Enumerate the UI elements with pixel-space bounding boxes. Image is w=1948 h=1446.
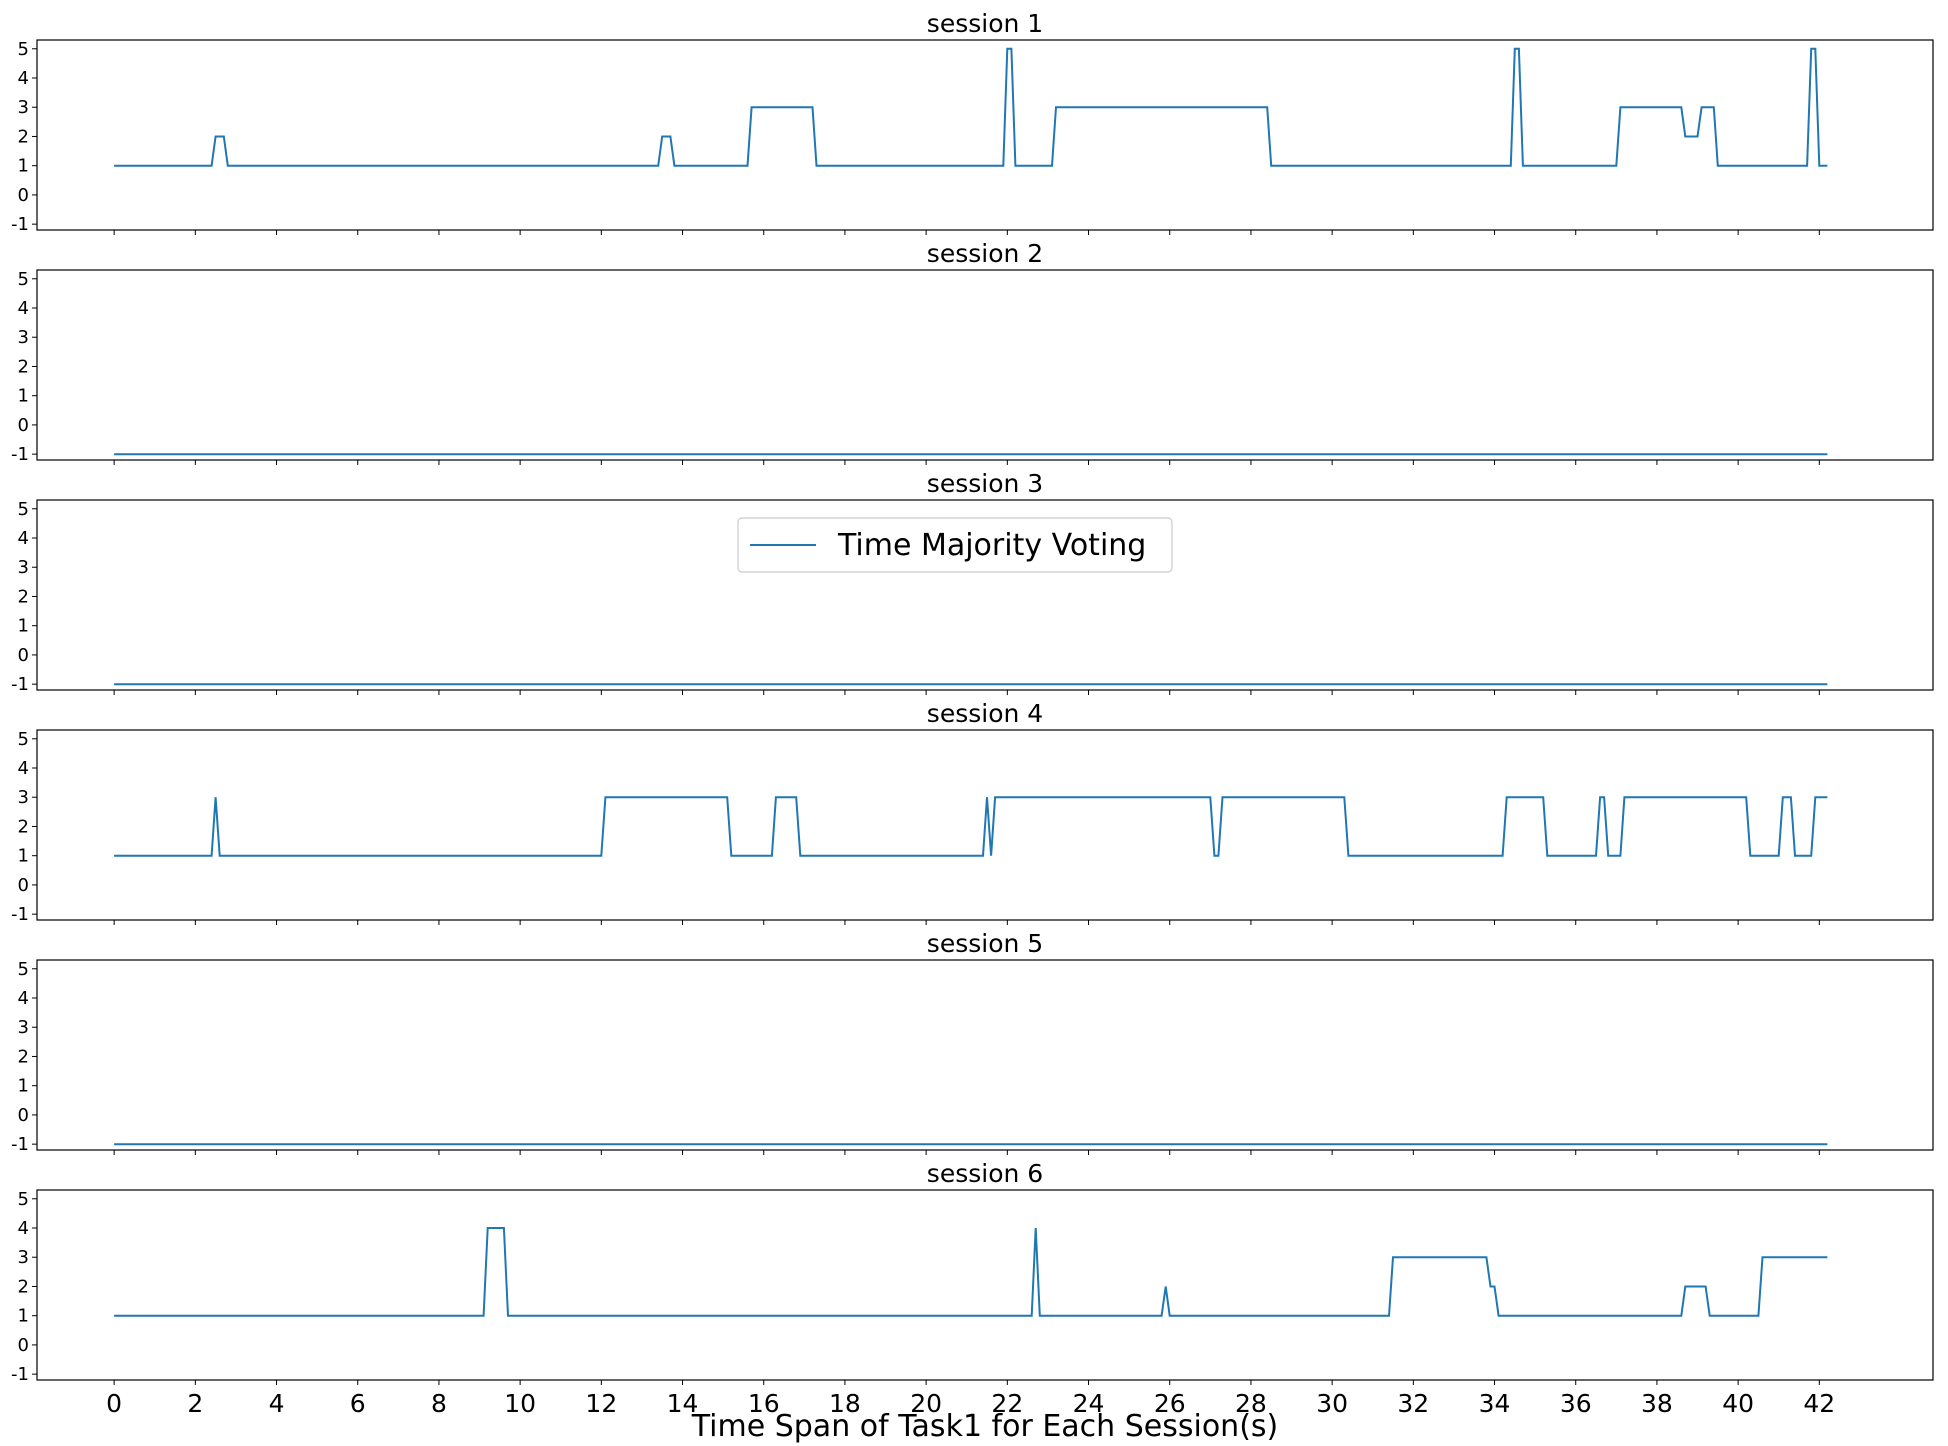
- x-tick-label: 42: [1803, 1389, 1835, 1418]
- y-tick-label: 0: [18, 185, 29, 206]
- y-tick-label: 4: [18, 298, 29, 319]
- y-tick-label: -1: [11, 444, 29, 465]
- y-tick-label: 1: [18, 156, 29, 177]
- y-tick-label: 4: [18, 988, 29, 1009]
- y-tick-label: 4: [18, 68, 29, 89]
- y-tick-label: 2: [18, 1046, 29, 1067]
- y-tick-label: 5: [18, 729, 29, 750]
- x-tick-label: 0: [106, 1389, 122, 1418]
- x-tick-label: 14: [667, 1389, 699, 1418]
- x-tick-label: 32: [1397, 1389, 1429, 1418]
- y-tick-label: 0: [18, 875, 29, 896]
- panel-title: session 4: [927, 699, 1043, 728]
- y-tick-label: -1: [11, 904, 29, 925]
- y-tick-label: -1: [11, 1134, 29, 1155]
- panel-session-4: session 4 -1 0 1 2 3 4 5: [11, 699, 1934, 925]
- panel-frame: [36, 499, 1934, 691]
- panel-title: session 3: [927, 469, 1043, 498]
- panel-frame: [36, 269, 1934, 461]
- x-tick-label: 28: [1235, 1389, 1267, 1418]
- series-line: [114, 47, 1828, 167]
- y-tick-label: 2: [18, 356, 29, 377]
- y-tick-label: 2: [18, 126, 29, 147]
- y-tick-label: 0: [18, 1335, 29, 1356]
- panel-title: session 6: [927, 1159, 1043, 1188]
- series-line: [114, 796, 1828, 857]
- legend-box: [737, 517, 1173, 573]
- legend: Time Majority Voting: [737, 517, 1173, 573]
- y-tick-label: 4: [18, 758, 29, 779]
- y-tick-label: 2: [18, 816, 29, 837]
- y-tick-label: 3: [18, 97, 29, 118]
- legend-label: Time Majority Voting: [837, 528, 1146, 563]
- x-tick-label: 4: [269, 1389, 285, 1418]
- y-tick-label: 2: [18, 586, 29, 607]
- x-axis-label: Time Span of Task1 for Each Session(s): [691, 1409, 1278, 1444]
- y-tick-label: 0: [18, 415, 29, 436]
- x-tick-label: 36: [1560, 1389, 1592, 1418]
- panel-frame: [36, 959, 1934, 1151]
- x-tick-label: 18: [829, 1389, 861, 1418]
- x-tick-label: 30: [1316, 1389, 1348, 1418]
- y-tick-label: 1: [18, 846, 29, 867]
- x-tick-label: 10: [504, 1389, 536, 1418]
- y-tick-label: -1: [11, 214, 29, 235]
- y-tick-label: 1: [18, 386, 29, 407]
- y-tick-label: 3: [18, 1247, 29, 1268]
- y-tick-label: 4: [18, 1218, 29, 1239]
- x-tick-label: 24: [1073, 1389, 1105, 1418]
- x-tick-label: 34: [1479, 1389, 1511, 1418]
- series-line: [114, 1227, 1828, 1317]
- panel-session-1: session 1 -1 0 1 2 3 4 5: [11, 9, 1934, 235]
- x-tick-label: 20: [910, 1389, 942, 1418]
- x-tick-label: 12: [585, 1389, 617, 1418]
- y-tick-label: 5: [18, 959, 29, 980]
- y-tick-label: 1: [18, 1306, 29, 1327]
- y-tick-label: -1: [11, 1364, 29, 1385]
- panel-session-2: session 2 -1 0 1 2 3 4 5: [11, 239, 1934, 465]
- panel-title: session 5: [927, 929, 1043, 958]
- y-tick-label: -1: [11, 674, 29, 695]
- x-tick-label: 16: [748, 1389, 780, 1418]
- panel-frame: [36, 1189, 1934, 1381]
- x-tick-label: 26: [1154, 1389, 1186, 1418]
- panel-frame: [36, 729, 1934, 921]
- panel-session-5: session 5 -1 0 1 2 3 4 5: [11, 929, 1934, 1155]
- y-tick-label: 5: [18, 269, 29, 290]
- y-tick-label: 3: [18, 787, 29, 808]
- y-tick-label: 3: [18, 557, 29, 578]
- x-tick-label: 22: [991, 1389, 1023, 1418]
- y-tick-label: 1: [18, 1076, 29, 1097]
- panel-title: session 1: [927, 9, 1043, 38]
- y-tick-label: 4: [18, 528, 29, 549]
- x-tick-label: 8: [431, 1389, 447, 1418]
- panel-frame: [36, 39, 1934, 231]
- y-tick-label: 3: [18, 327, 29, 348]
- x-tick-label: 40: [1722, 1389, 1754, 1418]
- y-tick-label: 0: [18, 1105, 29, 1126]
- x-tick-label: 38: [1641, 1389, 1673, 1418]
- y-tick-label: 5: [18, 499, 29, 520]
- x-tick-label: 2: [187, 1389, 203, 1418]
- y-tick-label: 0: [18, 645, 29, 666]
- y-tick-label: 3: [18, 1017, 29, 1038]
- x-tick-label: 6: [350, 1389, 366, 1418]
- y-tick-label: 5: [18, 39, 29, 60]
- y-tick-label: 1: [18, 616, 29, 637]
- y-tick-label: 2: [18, 1276, 29, 1297]
- panel-title: session 2: [927, 239, 1043, 268]
- panel-session-3: session 3 -1 0 1 2 3 4 5 Time Majority Voting: [11, 469, 1934, 695]
- y-tick-label: 5: [18, 1189, 29, 1210]
